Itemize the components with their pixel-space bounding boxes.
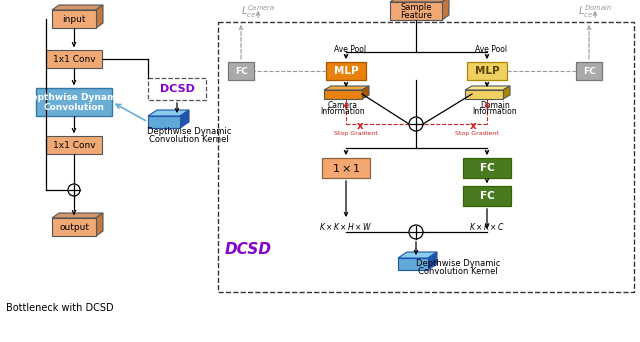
Text: Convolution Kernel: Convolution Kernel [149, 135, 229, 145]
Text: input: input [62, 15, 86, 25]
Text: Information: Information [321, 107, 365, 117]
Text: Depthwise Dynamic: Depthwise Dynamic [24, 92, 124, 102]
Polygon shape [96, 5, 103, 28]
Text: Depthwise Dynamic: Depthwise Dynamic [416, 260, 500, 268]
Text: Stop Gradient: Stop Gradient [334, 131, 378, 135]
Polygon shape [398, 252, 437, 258]
Text: MLP: MLP [333, 66, 358, 76]
Bar [218, 22, 634, 292]
Polygon shape [148, 116, 180, 128]
Polygon shape [398, 258, 428, 270]
Text: FC: FC [479, 191, 494, 201]
Bar [228, 62, 254, 80]
Bar [463, 158, 511, 178]
Polygon shape [52, 218, 96, 236]
Polygon shape [390, 2, 442, 20]
Bar [46, 50, 102, 68]
Polygon shape [324, 86, 369, 90]
Text: FC: FC [235, 66, 248, 76]
Polygon shape [428, 252, 437, 270]
Polygon shape [52, 5, 103, 10]
Text: Convolution: Convolution [44, 103, 104, 111]
Bar [576, 62, 602, 80]
Text: $L_{ce}^{Domain}$: $L_{ce}^{Domain}$ [578, 4, 612, 21]
Bar [463, 186, 511, 206]
Text: Stop Gradient: Stop Gradient [455, 131, 499, 135]
Polygon shape [52, 213, 103, 218]
Text: Convolution Kernel: Convolution Kernel [418, 267, 498, 276]
Text: FC: FC [582, 66, 595, 76]
Circle shape [409, 117, 423, 131]
Text: Feature: Feature [400, 11, 432, 19]
Text: Bottleneck with DCSD: Bottleneck with DCSD [6, 303, 114, 313]
Text: $L_{ce}^{Camera}$: $L_{ce}^{Camera}$ [241, 4, 275, 21]
Polygon shape [465, 86, 510, 90]
Circle shape [409, 225, 423, 239]
Polygon shape [52, 10, 96, 28]
Text: FC: FC [479, 163, 494, 173]
Text: Sample: Sample [400, 3, 432, 13]
Polygon shape [180, 110, 189, 128]
Polygon shape [390, 0, 449, 2]
Bar [148, 78, 206, 100]
Polygon shape [442, 0, 449, 20]
Polygon shape [324, 90, 362, 99]
Text: 1x1 Conv: 1x1 Conv [52, 54, 95, 64]
Polygon shape [148, 110, 189, 116]
Bar [322, 158, 370, 178]
Text: $K\times K\times H\times W$: $K\times K\times H\times W$ [319, 221, 372, 232]
Bar [326, 62, 366, 80]
Text: output: output [59, 224, 89, 233]
Polygon shape [465, 90, 503, 99]
Text: $K\times K\times C$: $K\times K\times C$ [469, 221, 505, 232]
Bar [36, 88, 112, 116]
Circle shape [68, 184, 80, 196]
Text: 1x1 Conv: 1x1 Conv [52, 141, 95, 149]
Polygon shape [362, 86, 369, 99]
Text: MLP: MLP [475, 66, 499, 76]
Text: Domain: Domain [480, 102, 510, 110]
Text: Camera: Camera [328, 102, 358, 110]
Text: DCSD: DCSD [225, 242, 271, 258]
Text: $1\times1$: $1\times1$ [332, 162, 360, 174]
Bar [46, 136, 102, 154]
Text: x: x [470, 121, 476, 131]
Text: Information: Information [473, 107, 517, 117]
Text: Depthwise Dynamic: Depthwise Dynamic [147, 128, 231, 136]
Polygon shape [503, 86, 510, 99]
Text: Ave Pool: Ave Pool [475, 45, 507, 54]
Bar [467, 62, 507, 80]
Text: DCSD: DCSD [159, 84, 195, 94]
Text: x: x [356, 121, 364, 131]
Text: Ave Pool: Ave Pool [334, 45, 366, 54]
Polygon shape [96, 213, 103, 236]
